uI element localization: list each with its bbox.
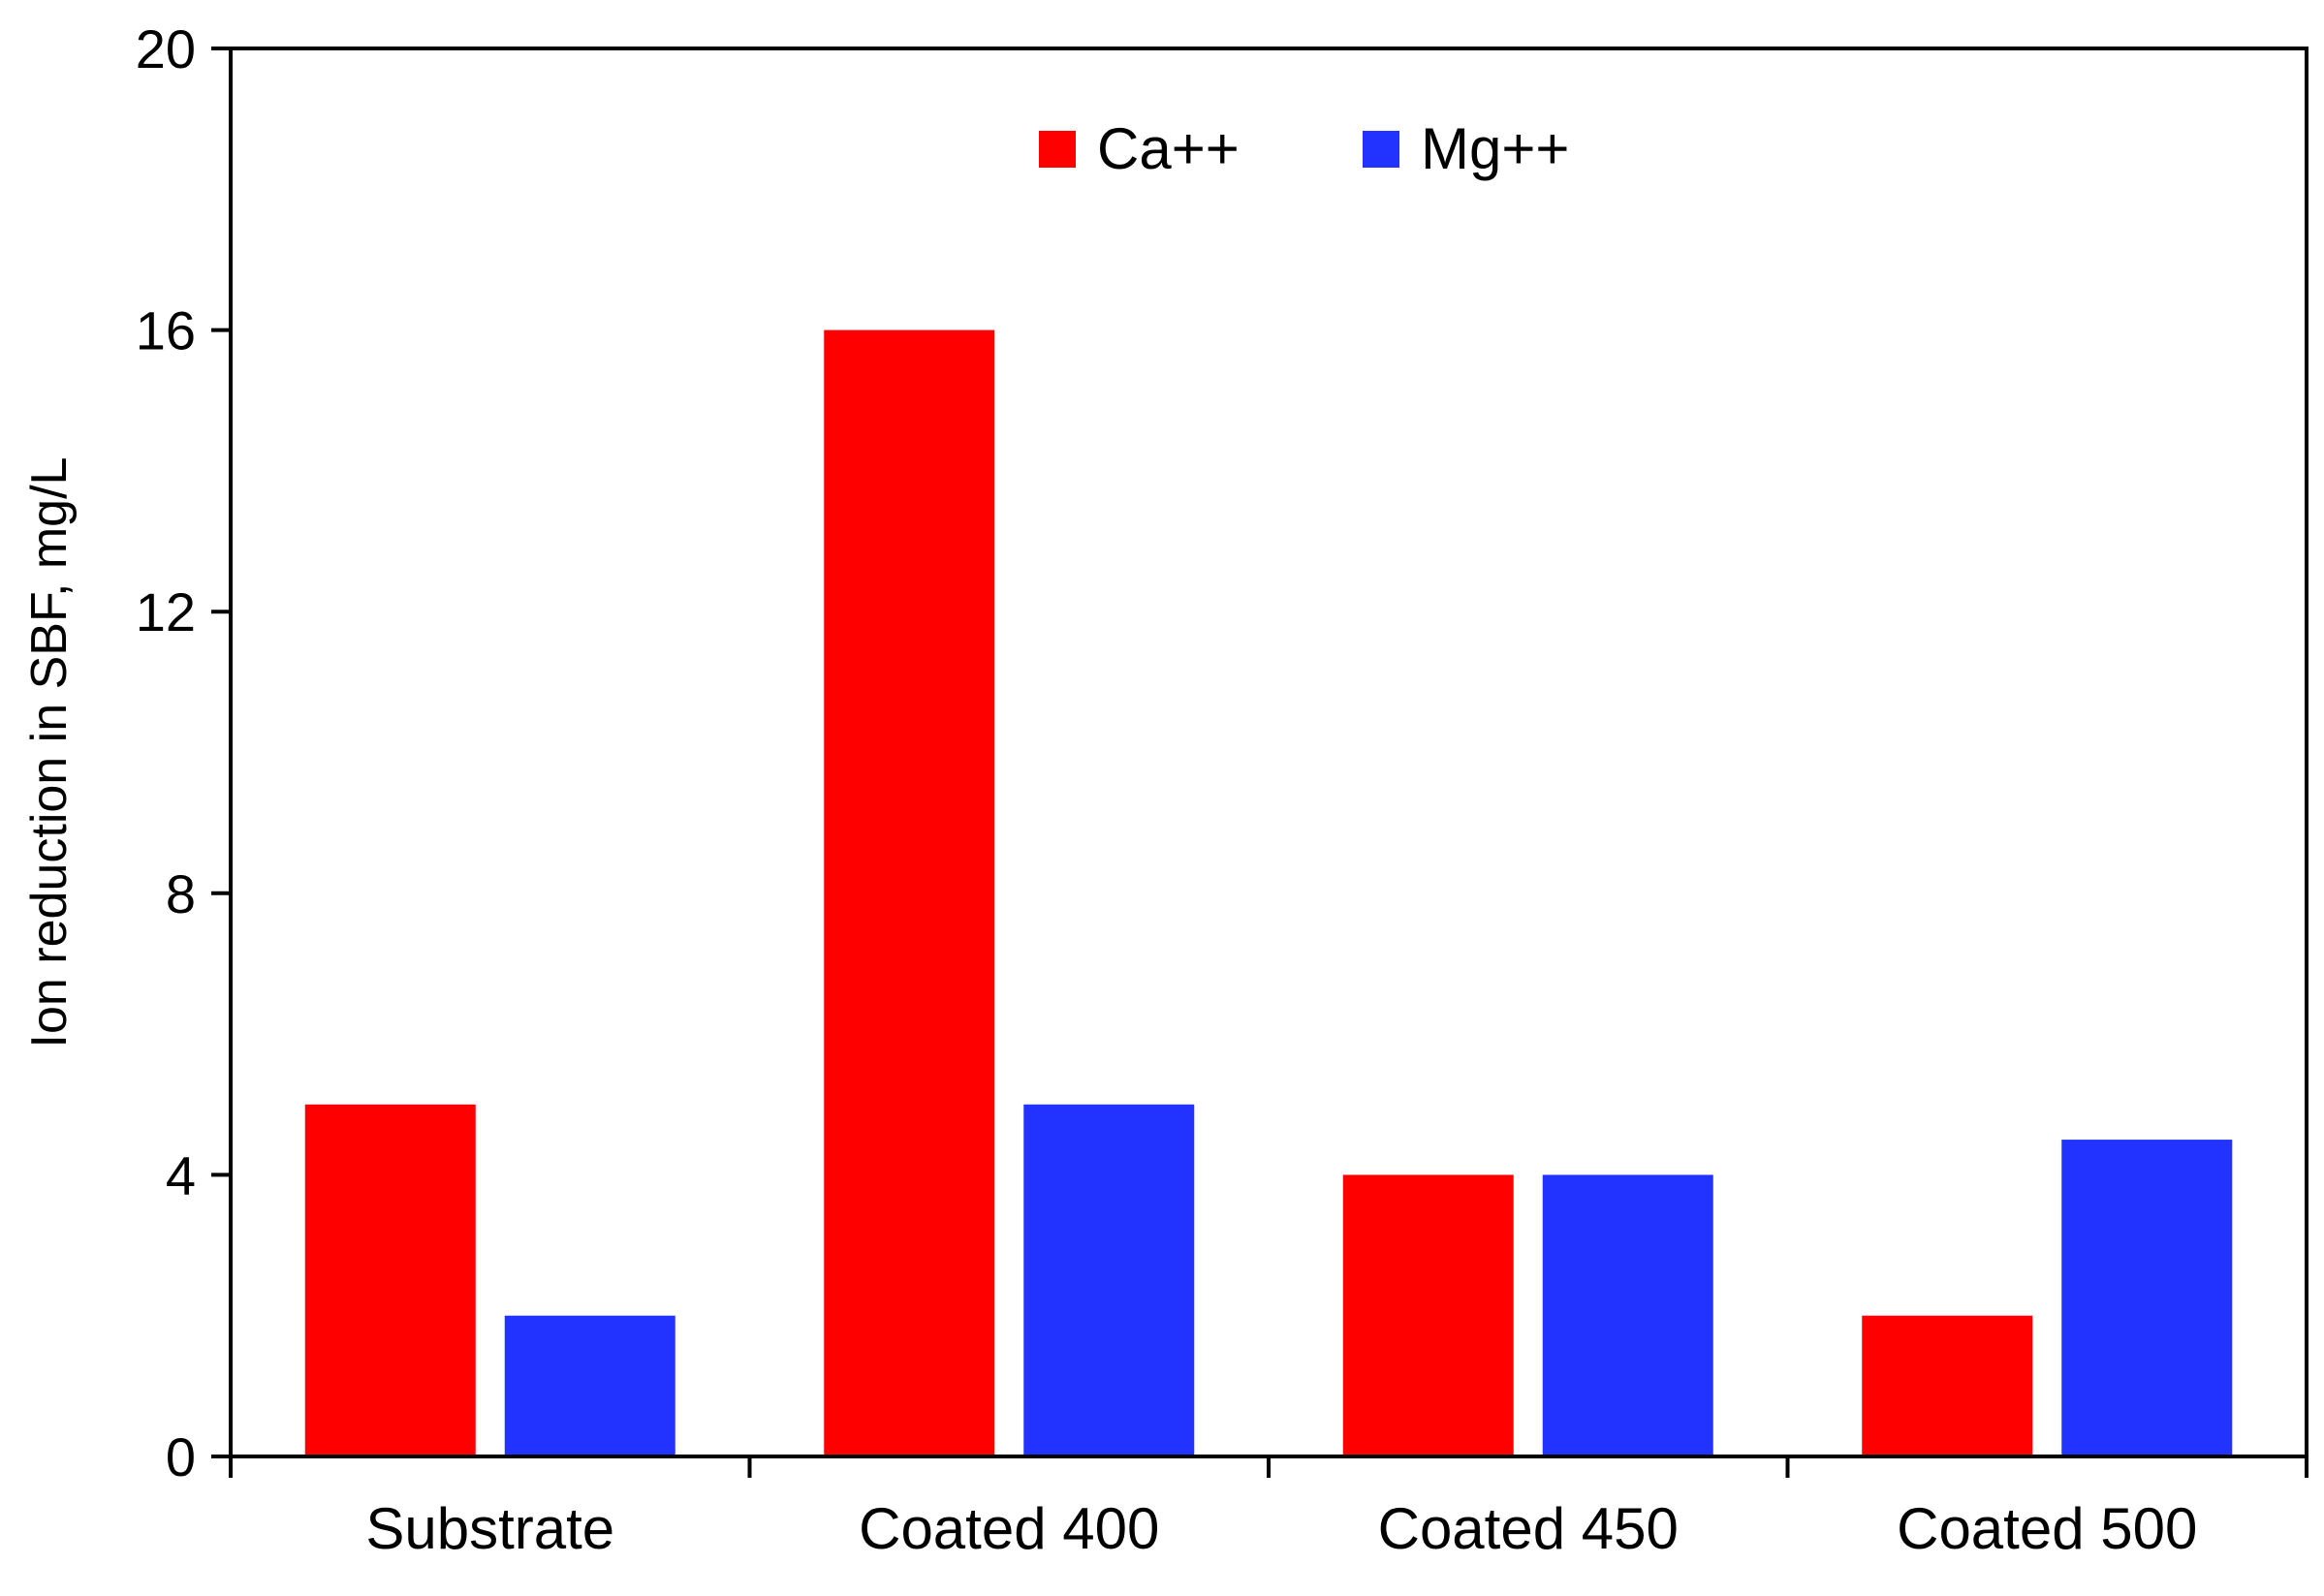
y-tick-label: 0: [166, 1426, 196, 1487]
bar-mg-coated-500: [2061, 1140, 2233, 1456]
legend-label: Mg++: [1421, 116, 1569, 181]
x-category-label: Coated 450: [1378, 1496, 1679, 1561]
y-tick-label: 4: [166, 1144, 196, 1205]
legend-label: Ca++: [1097, 116, 1240, 181]
bar-ca-coated-400: [824, 329, 995, 1457]
bar-mg-coated-450: [1542, 1174, 1713, 1456]
bar-mg-substrate: [504, 1315, 675, 1456]
y-ticks: 0 4 8 12 16 20: [136, 18, 231, 1487]
x-category-label: Coated 400: [859, 1496, 1159, 1561]
bar-mg-coated-400: [1023, 1104, 1195, 1456]
y-tick-label: 20: [136, 18, 196, 79]
bar-ca-coated-500: [1862, 1315, 2033, 1456]
axes-layer: [229, 47, 2308, 1458]
y-tick-label: 16: [136, 300, 196, 361]
x-category-label: Substrate: [365, 1496, 614, 1561]
legend: Ca++ Mg++: [1039, 116, 1569, 181]
y-tick-label: 12: [136, 581, 196, 642]
y-axis-title: Ion reduction in SBF, mg/L: [21, 457, 78, 1048]
y-tick-label: 8: [166, 863, 196, 924]
bars-layer: [304, 329, 2233, 1457]
x-category-label: Coated 500: [1897, 1496, 2197, 1561]
legend-swatch: [1363, 131, 1399, 168]
x-ticks: Substrate Coated 400 Coated 450 Coated 500: [229, 1456, 2308, 1561]
bar-ca-substrate: [304, 1104, 476, 1456]
bar-ca-coated-450: [1342, 1174, 1514, 1456]
legend-swatch: [1039, 131, 1076, 168]
